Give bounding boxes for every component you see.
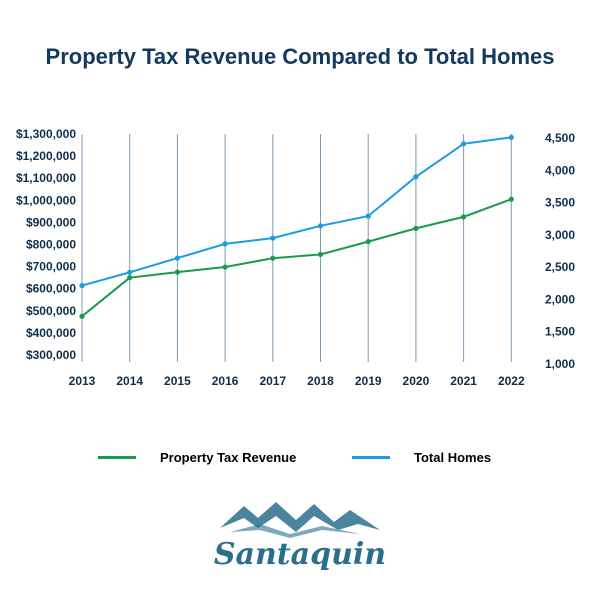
y-left-tick-label: $600,000: [26, 282, 76, 296]
x-tick-label: 2020: [403, 374, 430, 388]
gridlines: [81, 134, 512, 362]
right-axis: 1,000 1,500 2,000 2,500 3,000 3,500 4,000 4,500: [545, 131, 575, 371]
data-point-revenue: [222, 264, 228, 270]
y-right-tick-label: 1,000: [545, 357, 575, 371]
x-tick-label: 2017: [259, 374, 286, 388]
legend-item-revenue: Property Tax Revenue: [98, 450, 296, 465]
data-point-homes: [413, 174, 419, 180]
x-tick-label: 2014: [116, 374, 143, 388]
data-point-revenue: [270, 255, 276, 261]
y-left-tick-label: $1,100,000: [16, 171, 76, 185]
data-point-homes: [270, 235, 276, 241]
data-point-homes: [317, 223, 324, 229]
x-axis: 2013 2014 2015 2016 2017 2018 2019 2020 2021 2022: [69, 374, 525, 388]
x-tick-label: 2019: [355, 374, 382, 388]
data-point-revenue: [127, 275, 133, 281]
legend-label-homes: Total Homes: [414, 450, 492, 465]
data-point-homes: [79, 282, 85, 289]
left-axis: $300,000 $400,000 $500,000 $600,000 $700,000…: [16, 127, 76, 362]
x-tick-label: 2013: [69, 374, 96, 388]
data-point-homes: [508, 134, 514, 140]
data-point-homes: [222, 241, 228, 247]
data-point-homes: [174, 255, 180, 261]
series-line-revenue: [81, 198, 512, 318]
x-tick-label: 2016: [212, 374, 239, 388]
chart-title: Property Tax Revenue Compared to Total H…: [45, 44, 555, 69]
y-left-tick-label: $500,000: [26, 304, 76, 318]
legend-label-revenue: Property Tax Revenue: [160, 450, 297, 465]
x-tick-label: 2022: [498, 374, 525, 388]
y-left-tick-label: $1,200,000: [16, 149, 76, 163]
data-point-revenue: [461, 214, 467, 220]
y-left-tick-label: $1,000,000: [16, 193, 76, 207]
y-right-tick-label: 4,500: [545, 131, 575, 145]
santaquin-logo: Santaquin: [214, 502, 386, 572]
mountains-icon: [220, 502, 380, 538]
y-left-tick-label: $1,300,000: [16, 127, 76, 141]
legend-swatch-homes: [352, 456, 390, 459]
data-point-revenue: [174, 269, 180, 275]
x-tick-label: 2018: [307, 374, 334, 388]
x-tick-label: 2021: [450, 374, 477, 388]
y-right-tick-label: 3,000: [545, 228, 575, 242]
legend-item-homes: Total Homes: [352, 450, 491, 465]
series: [79, 134, 514, 319]
legend-swatch-revenue: [98, 456, 136, 459]
y-left-tick-label: $400,000: [26, 326, 76, 340]
y-right-tick-label: 4,000: [545, 163, 575, 177]
y-left-tick-label: $300,000: [26, 348, 76, 362]
y-right-tick-label: 3,500: [545, 196, 575, 210]
y-left-tick-label: $900,000: [26, 215, 76, 229]
y-right-tick-label: 2,000: [545, 292, 575, 306]
series-line-homes: [81, 136, 512, 287]
data-point-revenue: [413, 225, 419, 231]
data-point-homes: [365, 213, 371, 219]
y-left-tick-label: $800,000: [26, 238, 76, 252]
data-point-revenue: [365, 239, 371, 245]
data-point-revenue: [508, 196, 514, 202]
x-tick-label: 2015: [164, 374, 191, 388]
data-point-revenue: [317, 251, 324, 258]
data-point-revenue: [79, 313, 85, 319]
y-left-tick-label: $700,000: [26, 260, 76, 274]
svg-text:Santaquin: Santaquin: [214, 537, 386, 572]
y-right-tick-label: 2,500: [545, 260, 575, 274]
y-right-tick-label: 1,500: [545, 325, 575, 339]
data-point-homes: [127, 269, 133, 275]
data-point-homes: [461, 141, 467, 147]
